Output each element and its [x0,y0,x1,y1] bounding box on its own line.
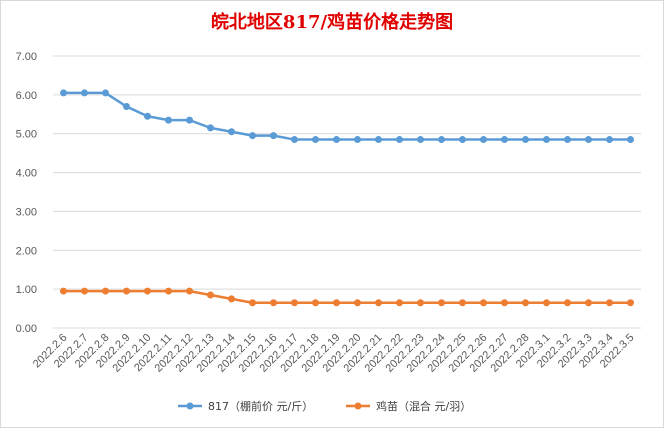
data-point [627,136,634,144]
legend-label: 鸡苗（混合 元/羽） [376,399,471,413]
data-point [312,299,319,307]
gridlines [53,55,641,329]
data-point [102,287,109,295]
data-point [585,299,592,307]
legend-point-marker [354,402,362,410]
data-point [270,132,277,140]
legend-point-marker [186,402,194,410]
data-point [375,299,382,307]
y-tick-label: 4.00 [16,168,37,180]
data-point [396,299,403,307]
data-point [354,136,361,144]
y-tick-label: 5.00 [16,129,37,141]
data-point [144,112,151,120]
series-line [63,91,631,141]
data-point [165,287,172,295]
data-point [60,89,67,97]
data-point [186,287,193,295]
legend-label: 817（棚前价 元/斤） [208,399,313,413]
data-point [417,136,424,144]
y-tick-label: 2.00 [16,245,37,257]
data-point [291,136,298,144]
data-point [81,287,88,295]
legend-item: 鸡苗（混合 元/羽） [346,399,471,413]
data-point [438,299,445,307]
y-axis-ticks: 0.00 1.00 2.00 3.00 4.00 5.00 6.00 7.00 [16,51,37,335]
data-point [144,287,151,295]
data-point [375,136,382,144]
y-tick-label: 7.00 [16,51,37,63]
data-point [501,136,508,144]
data-point [333,136,340,144]
data-point [207,291,214,299]
data-point [522,136,529,144]
data-point [123,103,130,111]
series-1 [60,89,634,144]
series-line [63,289,631,304]
data-point [480,299,487,307]
data-point [123,287,130,295]
data-point [543,299,550,307]
data-point [606,136,613,144]
data-point [291,299,298,307]
data-point [228,128,235,136]
data-point [249,299,256,307]
data-point [60,287,67,295]
y-tick-label: 3.00 [16,206,37,218]
data-point [354,299,361,307]
data-point [585,136,592,144]
data-point [459,299,466,307]
data-point [396,136,403,144]
y-tick-label: 0.00 [16,323,37,335]
data-point [333,299,340,307]
y-tick-label: 1.00 [16,284,37,296]
data-point [564,299,571,307]
data-point [270,299,277,307]
x-axis-ticks: 2022.2.62022.2.72022.2.82022.2.92022.2.1… [31,332,637,375]
data-point [207,124,214,132]
data-point [606,299,613,307]
y-tick-label: 6.00 [16,90,37,102]
data-point [459,136,466,144]
data-point [102,89,109,97]
data-point [228,295,235,303]
series-lines [60,89,634,307]
data-point [564,136,571,144]
data-point [312,136,319,144]
legend: 817（棚前价 元/斤） 鸡苗（混合 元/羽） [178,399,471,413]
series-2 [60,287,634,307]
data-point [543,136,550,144]
data-point [438,136,445,144]
legend-item: 817（棚前价 元/斤） [178,399,313,413]
data-point [627,299,634,307]
data-point [417,299,424,307]
data-point [522,299,529,307]
data-point [480,136,487,144]
chart-title: 皖北地区817/鸡苗价格走势图 [211,11,453,33]
data-point [81,89,88,97]
data-point [186,116,193,124]
data-point [165,116,172,124]
data-point [249,132,256,140]
data-point [501,299,508,307]
